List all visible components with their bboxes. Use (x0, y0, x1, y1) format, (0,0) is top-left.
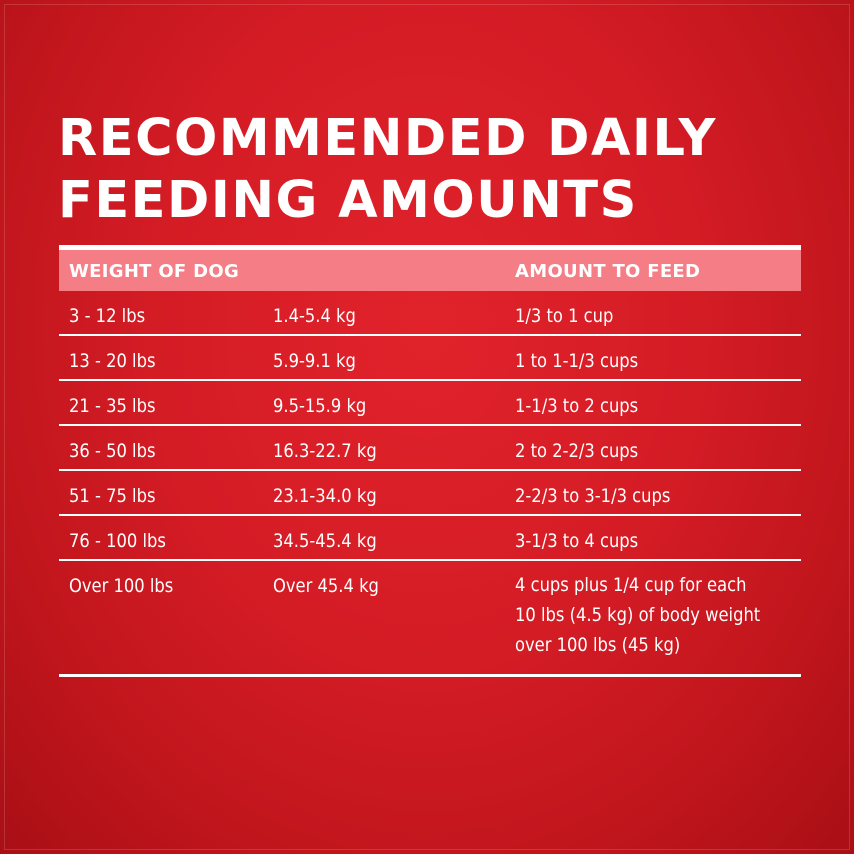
cell-weight-kg: 1.4-5.4 kg (273, 305, 356, 327)
table-header: WEIGHT OF DOG AMOUNT TO FEED (59, 250, 801, 291)
cell-weight-lbs: 13 - 20 lbs (69, 350, 156, 372)
title-line-1: RECOMMENDED DAILY (58, 109, 717, 168)
cell-amount: 2 to 2-2/3 cups (515, 440, 639, 462)
cell-weight-kg: 9.5-15.9 kg (273, 395, 367, 417)
cell-weight-lbs: 3 - 12 lbs (69, 305, 146, 327)
cell-amount: 4 cups plus 1/4 cup for each 10 lbs (4.5… (515, 574, 761, 656)
cell-amount: 1/3 to 1 cup (515, 305, 614, 327)
cell-weight-kg: 23.1-34.0 kg (273, 485, 377, 507)
cell-weight-kg: 34.5-45.4 kg (273, 530, 377, 552)
page-title: RECOMMENDED DAILY FEEDING AMOUNTS (58, 108, 717, 232)
table-row: 3 - 12 lbs 1.4-5.4 kg 1/3 to 1 cup (59, 291, 801, 336)
cell-weight-lbs: 36 - 50 lbs (69, 440, 156, 462)
cell-weight-kg: 16.3-22.7 kg (273, 440, 377, 462)
cell-weight-kg: 5.9-9.1 kg (273, 350, 356, 372)
feeding-table: WEIGHT OF DOG AMOUNT TO FEED 3 - 12 lbs … (59, 245, 801, 656)
cell-weight-lbs: 51 - 75 lbs (69, 485, 156, 507)
header-amount-to-feed: AMOUNT TO FEED (515, 261, 701, 282)
table-row: Over 100 lbs Over 45.4 kg 4 cups plus 1/… (59, 561, 801, 656)
table-row: 51 - 75 lbs 23.1-34.0 kg 2-2/3 to 3-1/3 … (59, 471, 801, 516)
cell-amount: 2-2/3 to 3-1/3 cups (515, 485, 671, 507)
header-weight-of-dog: WEIGHT OF DOG (69, 261, 240, 282)
cell-weight-lbs: Over 100 lbs (69, 575, 174, 597)
cell-amount: 1 to 1-1/3 cups (515, 350, 639, 372)
table-top-rule (59, 245, 801, 250)
table-row: 36 - 50 lbs 16.3-22.7 kg 2 to 2-2/3 cups (59, 426, 801, 471)
title-line-2: FEEDING AMOUNTS (58, 171, 638, 230)
table-bottom-rule (59, 674, 801, 677)
cell-weight-lbs: 21 - 35 lbs (69, 395, 156, 417)
cell-amount: 3-1/3 to 4 cups (515, 530, 639, 552)
cell-amount: 1-1/3 to 2 cups (515, 395, 639, 417)
cell-weight-kg: Over 45.4 kg (273, 575, 379, 597)
table-row: 13 - 20 lbs 5.9-9.1 kg 1 to 1-1/3 cups (59, 336, 801, 381)
table-row: 76 - 100 lbs 34.5-45.4 kg 3-1/3 to 4 cup… (59, 516, 801, 561)
table-row: 21 - 35 lbs 9.5-15.9 kg 1-1/3 to 2 cups (59, 381, 801, 426)
cell-weight-lbs: 76 - 100 lbs (69, 530, 166, 552)
